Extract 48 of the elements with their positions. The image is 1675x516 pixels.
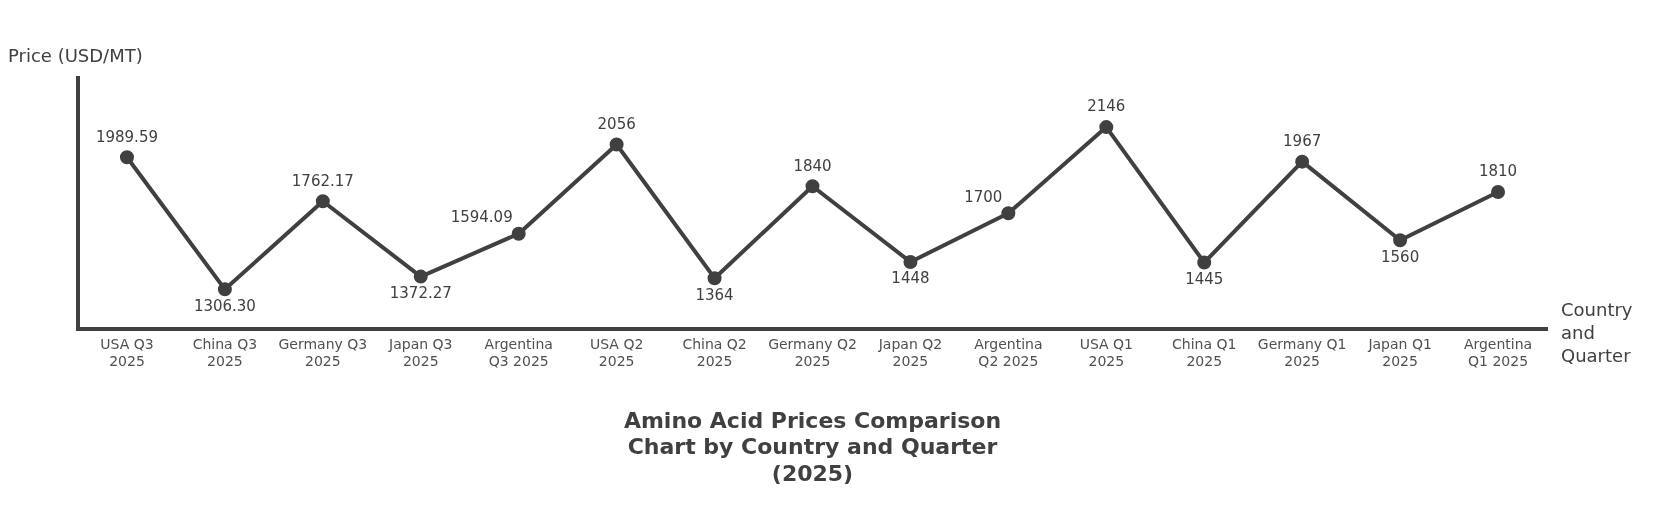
data-label: 1700 xyxy=(964,187,1003,206)
y-axis-title: Price (USD/MT) xyxy=(8,44,143,66)
data-label: 1448 xyxy=(891,269,930,288)
x-tick-label: Japan Q2 2025 xyxy=(877,336,943,370)
point xyxy=(413,269,428,284)
x-tick-label: Japan Q3 2025 xyxy=(388,336,453,370)
x-tick-label: China Q2 2025 xyxy=(682,336,747,370)
x-tick-label: Germany Q3 2025 xyxy=(278,336,368,370)
data-label: 1445 xyxy=(1185,269,1224,288)
data-label: 2146 xyxy=(1087,97,1126,116)
data-label: 2056 xyxy=(597,114,636,133)
point xyxy=(707,271,722,286)
data-label: 1967 xyxy=(1283,132,1322,151)
point xyxy=(1099,120,1114,135)
x-axis-title: Country and Quarter xyxy=(1561,298,1633,366)
point xyxy=(511,226,526,241)
point xyxy=(903,254,918,269)
point xyxy=(119,150,134,165)
point xyxy=(1295,154,1310,169)
point xyxy=(1001,206,1016,221)
point xyxy=(1197,255,1212,270)
point xyxy=(315,194,330,209)
point xyxy=(1393,233,1408,248)
point xyxy=(1491,185,1506,200)
x-tick-label: USA Q3 2025 xyxy=(100,336,154,370)
data-label: 1560 xyxy=(1381,247,1420,266)
x-tick-label: China Q3 2025 xyxy=(192,336,258,370)
text: Amino Acid Prices Comparison Chart by Country and Quarter (2025) xyxy=(623,407,1002,486)
data-label: 1810 xyxy=(1478,162,1518,181)
x-tick-label: USA Q1 2025 xyxy=(1079,336,1133,370)
x-tick-label: Germany Q2 2025 xyxy=(768,336,857,370)
x-tick-label: Argentina Q3 2025 xyxy=(484,336,553,370)
x-tick-label: Argentina Q1 2025 xyxy=(1463,336,1533,370)
data-label: 1989.59 xyxy=(95,127,158,146)
data-label: 1594.09 xyxy=(450,208,513,227)
data-label: 1840 xyxy=(793,156,832,175)
data-label: 1306.30 xyxy=(193,296,256,315)
x-tick-label: Germany Q1 2025 xyxy=(1257,336,1347,370)
x-tick-label: China Q1 2025 xyxy=(1172,336,1237,370)
x-tick-label: Japan Q1 2025 xyxy=(1367,336,1432,370)
data-label: 1762.17 xyxy=(291,171,354,190)
point xyxy=(217,282,232,297)
x-tick-label: USA Q2 2025 xyxy=(589,336,644,370)
data-label: 1372.27 xyxy=(389,283,452,302)
x-tick-label: Argentina Q2 2025 xyxy=(974,336,1043,370)
data-label: 1364 xyxy=(695,285,734,304)
point xyxy=(609,137,624,152)
point xyxy=(805,179,820,194)
